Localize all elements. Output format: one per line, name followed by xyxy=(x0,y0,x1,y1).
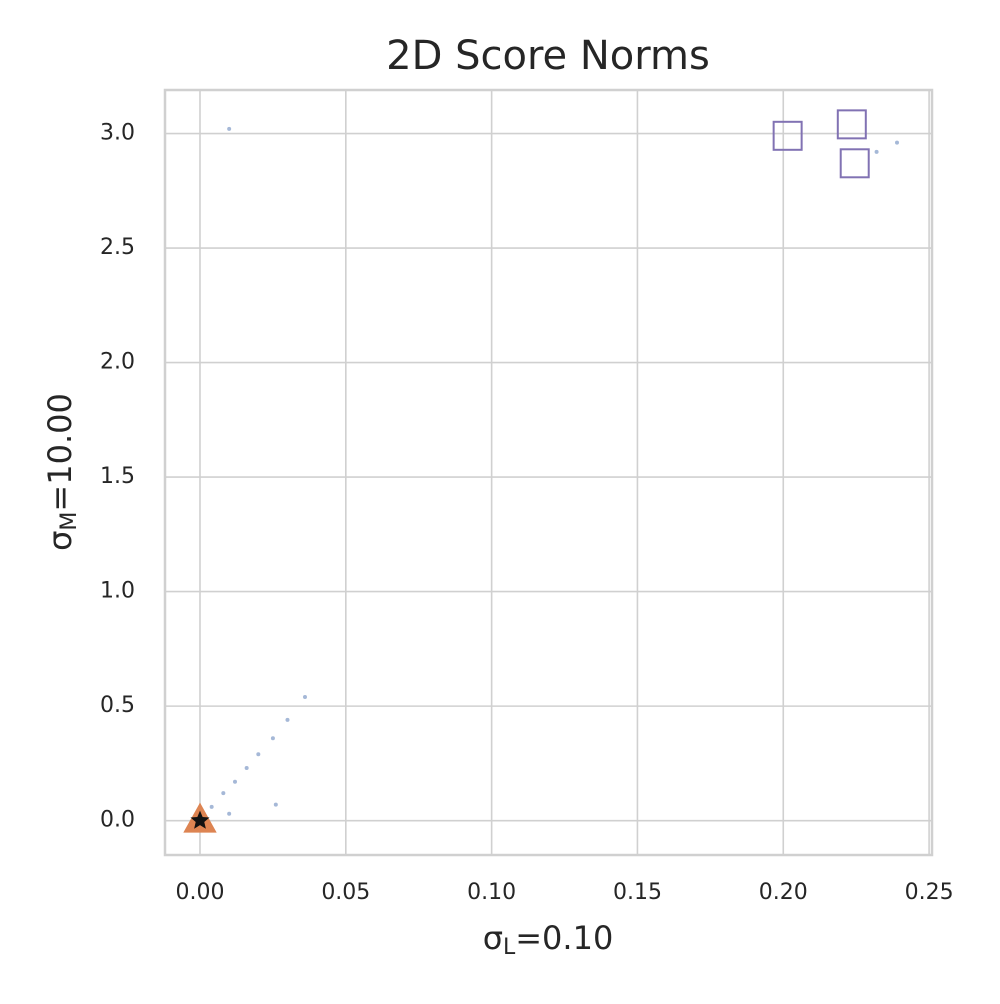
x-tick-label: 0.05 xyxy=(321,880,370,905)
point xyxy=(874,149,879,154)
point xyxy=(270,736,275,741)
x-tick-label: 0.15 xyxy=(613,880,662,905)
point xyxy=(244,765,249,770)
y-tick-label: 0.0 xyxy=(100,808,135,833)
y-label-symbol: σ xyxy=(41,531,79,551)
y-tick-label: 1.0 xyxy=(100,579,135,604)
y-tick-label: 0.5 xyxy=(100,693,135,718)
point xyxy=(232,779,237,784)
point xyxy=(273,802,278,807)
x-tick-label: 0.00 xyxy=(176,880,225,905)
point xyxy=(895,140,900,145)
point xyxy=(209,804,214,809)
x-tick-label: 0.25 xyxy=(905,880,954,905)
chart-title: 2D Score Norms xyxy=(386,33,710,79)
point xyxy=(227,126,232,131)
x-label-text: =0.10 xyxy=(515,919,613,957)
point xyxy=(285,717,290,722)
point xyxy=(839,148,870,179)
x-label-subscript: L xyxy=(503,935,516,960)
y-label-subscript: M xyxy=(57,512,82,531)
point xyxy=(221,791,226,796)
point xyxy=(256,752,261,757)
x-label-symbol: σ xyxy=(483,919,503,957)
y-tick-label: 1.5 xyxy=(100,464,135,489)
y-label-text: =10.00 xyxy=(41,393,79,511)
x-tick-label: 0.10 xyxy=(467,880,516,905)
x-axis-label: σL=0.10 xyxy=(483,919,614,960)
y-tick-label: 3.0 xyxy=(100,121,135,146)
y-axis-label: σM=10.00 xyxy=(41,393,82,551)
point xyxy=(836,109,867,140)
plot-frame xyxy=(163,88,934,857)
point xyxy=(772,120,803,151)
point xyxy=(190,810,210,829)
point xyxy=(302,694,307,699)
point xyxy=(227,811,232,816)
y-tick-label: 2.0 xyxy=(100,350,135,375)
x-tick-label: 0.20 xyxy=(759,880,808,905)
y-tick-label: 2.5 xyxy=(100,235,135,260)
